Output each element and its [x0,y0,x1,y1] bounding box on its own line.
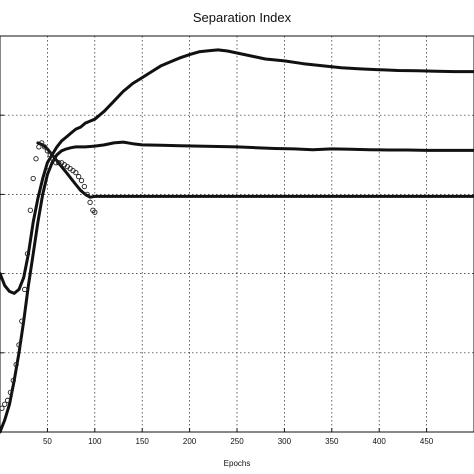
data-point [21,286,28,293]
plot-frame [0,35,474,433]
data-point [10,377,16,384]
data-point [50,156,56,162]
x-tick-label: 200 [183,437,197,446]
x-axis-label: Epochs [224,459,251,468]
x-tick-label: 350 [325,437,339,446]
data-point [27,207,33,213]
series-line-1 [0,48,474,295]
series-markers-4 [0,140,98,411]
x-tick-label: 150 [136,437,150,446]
data-point [56,160,62,166]
data-point [78,177,85,184]
grid [0,36,474,432]
data-point [44,148,51,154]
data-point [0,405,5,411]
data-point [16,342,22,348]
x-tick-label: 300 [278,437,292,446]
data-point [13,362,19,368]
data-point [53,160,59,166]
series-line-2 [0,140,474,434]
data-point [7,389,14,396]
series-layer [0,48,474,434]
x-tick-label: 450 [420,437,434,446]
data-point [19,318,25,324]
data-point [76,173,82,180]
data-point [73,169,79,176]
x-tick-labels: 50 100 150 200 250 300 350 400 450 [43,437,434,446]
data-point [2,401,8,407]
x-tick-label: 400 [373,437,387,446]
data-point [36,144,42,150]
data-point [92,209,98,215]
data-point [87,199,93,205]
data-point [81,183,88,190]
data-point [84,191,90,198]
chart-title: Separation Index [193,10,292,25]
data-point [4,397,11,403]
x-tick-label: 250 [230,437,244,446]
x-tick-label: 100 [88,437,102,446]
data-point [30,175,36,182]
data-point [41,144,48,150]
data-point [47,152,53,158]
series-line-3 [36,141,474,199]
data-point [24,251,31,257]
data-point [39,140,45,146]
x-tick-label: 50 [43,437,52,446]
data-point [33,156,39,162]
